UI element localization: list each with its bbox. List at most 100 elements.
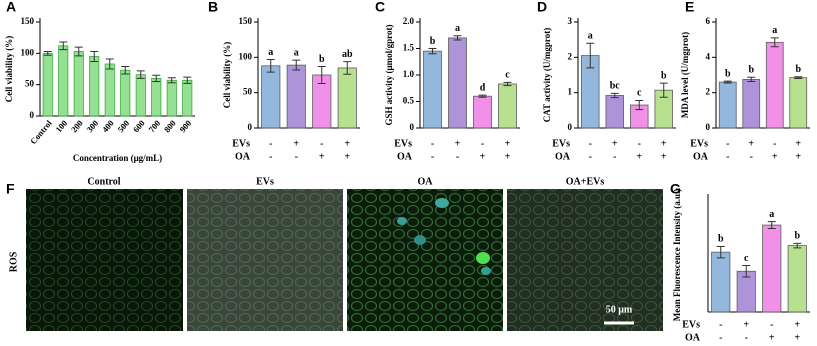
significance-letter: bc: [610, 81, 621, 92]
error-bar: [610, 92, 619, 99]
treatment-mark: -: [726, 151, 729, 162]
bar: [42, 52, 53, 117]
treatment-name: OA: [235, 151, 251, 162]
treatment-mark: -: [589, 151, 592, 162]
treatment-mark: -: [481, 138, 484, 149]
treatment-mark: -: [719, 319, 722, 330]
treatment-name: OA: [555, 151, 571, 162]
x-tick-label: 300: [84, 118, 100, 134]
bar: [423, 50, 442, 129]
y-tick-label: 0: [706, 122, 711, 132]
panel-letter: G: [670, 181, 681, 197]
bar: [711, 251, 731, 313]
significance-letter: b: [718, 234, 724, 245]
x-tick-label: 600: [131, 118, 147, 134]
treatment-mark: -: [431, 151, 434, 162]
bright-cells: [397, 198, 491, 275]
error-bar: [716, 245, 725, 259]
significance-letter: b: [748, 65, 754, 76]
treatment-mark: +: [794, 319, 800, 330]
y-tick-label: 1.5: [403, 43, 415, 53]
y-axis-label: Cell viability (%): [4, 36, 14, 103]
treatment-mark: +: [344, 138, 350, 149]
panel-letter: F: [6, 181, 15, 197]
treatment-mark: -: [770, 319, 773, 330]
treatment-mark: +: [748, 138, 754, 149]
error-bar: [90, 50, 99, 62]
treatment-mark: +: [505, 151, 511, 162]
bar: [104, 63, 115, 117]
bar: [73, 51, 84, 117]
x-tick-label: 500: [115, 118, 131, 134]
error-bar: [503, 81, 512, 87]
significance-letter: b: [430, 36, 436, 47]
y-tick-label: 1.0: [403, 69, 415, 79]
bar: [120, 69, 131, 117]
y-tick-label: 50: [25, 79, 35, 89]
treatment-mark: -: [431, 138, 434, 149]
bar: [742, 79, 761, 129]
treatment-mark: +: [344, 151, 350, 162]
x-axis-label: Concentration (μg/mL): [73, 153, 162, 163]
treatment-mark: -: [269, 151, 272, 162]
treatment-mark: +: [769, 332, 775, 343]
treatment-mark: -: [613, 151, 616, 162]
significance-letter: b: [725, 68, 731, 79]
image-label: OA: [418, 176, 434, 187]
panel-letter: C: [375, 0, 385, 15]
error-bar: [292, 59, 301, 71]
bar: [151, 78, 162, 117]
y-tick-label: 1: [568, 87, 573, 97]
image-label: OA+EVs: [566, 176, 605, 187]
significance-letter: a: [294, 47, 299, 58]
error-bar: [343, 61, 352, 75]
significance-letter: a: [769, 209, 774, 220]
treatment-mark: -: [320, 138, 323, 149]
treatment-mark: -: [726, 138, 729, 149]
significance-letter: a: [455, 23, 460, 34]
y-axis-label: GSH activity (μmol/gprot): [384, 25, 394, 126]
bar: [182, 79, 193, 117]
bar: [605, 95, 624, 129]
treatment-mark: +: [795, 151, 801, 162]
treatment-mark: +: [743, 319, 749, 330]
y-tick-label: 2: [568, 51, 573, 61]
significance-letter: a: [588, 30, 593, 41]
image-label: EVs: [256, 176, 274, 187]
image: [187, 189, 343, 331]
y-axis-label: MDA level (U/mgprot): [680, 32, 690, 118]
bar: [135, 74, 146, 117]
y-tick-label: 0: [248, 122, 253, 132]
significance-letter: a: [268, 47, 273, 58]
error-bar: [742, 265, 751, 278]
treatment-mark: +: [293, 138, 299, 149]
bar: [58, 45, 69, 117]
bar: [89, 56, 100, 117]
row-label: ROS: [8, 251, 19, 272]
treatment-mark: +: [505, 138, 511, 149]
error-bar: [317, 66, 326, 84]
y-tick-label: 2.0: [403, 16, 415, 26]
y-tick-label: 3: [568, 16, 573, 26]
significance-letter: b: [661, 70, 667, 81]
treatment-name: EVs: [682, 319, 700, 330]
treatment-mark: +: [772, 151, 778, 162]
y-tick-label: 0: [410, 122, 415, 132]
y-tick-label: 100: [21, 47, 35, 57]
error-bar: [121, 65, 130, 75]
error-bar: [266, 58, 275, 73]
significance-letter: b: [795, 64, 801, 75]
y-tick-label: 50: [243, 87, 253, 97]
treatment-mark: +: [636, 151, 642, 162]
panel-letter: A: [6, 0, 16, 15]
error-bar: [167, 77, 176, 84]
x-tick-label: Control: [28, 118, 54, 147]
treatment-name: OA: [685, 332, 701, 343]
error-bar: [183, 76, 192, 84]
treatment-mark: -: [719, 332, 722, 343]
treatment-mark: -: [773, 138, 776, 149]
treatment-mark: -: [750, 151, 753, 162]
bar: [498, 83, 517, 129]
error-bar: [428, 48, 437, 55]
panel-letter: D: [537, 0, 547, 15]
